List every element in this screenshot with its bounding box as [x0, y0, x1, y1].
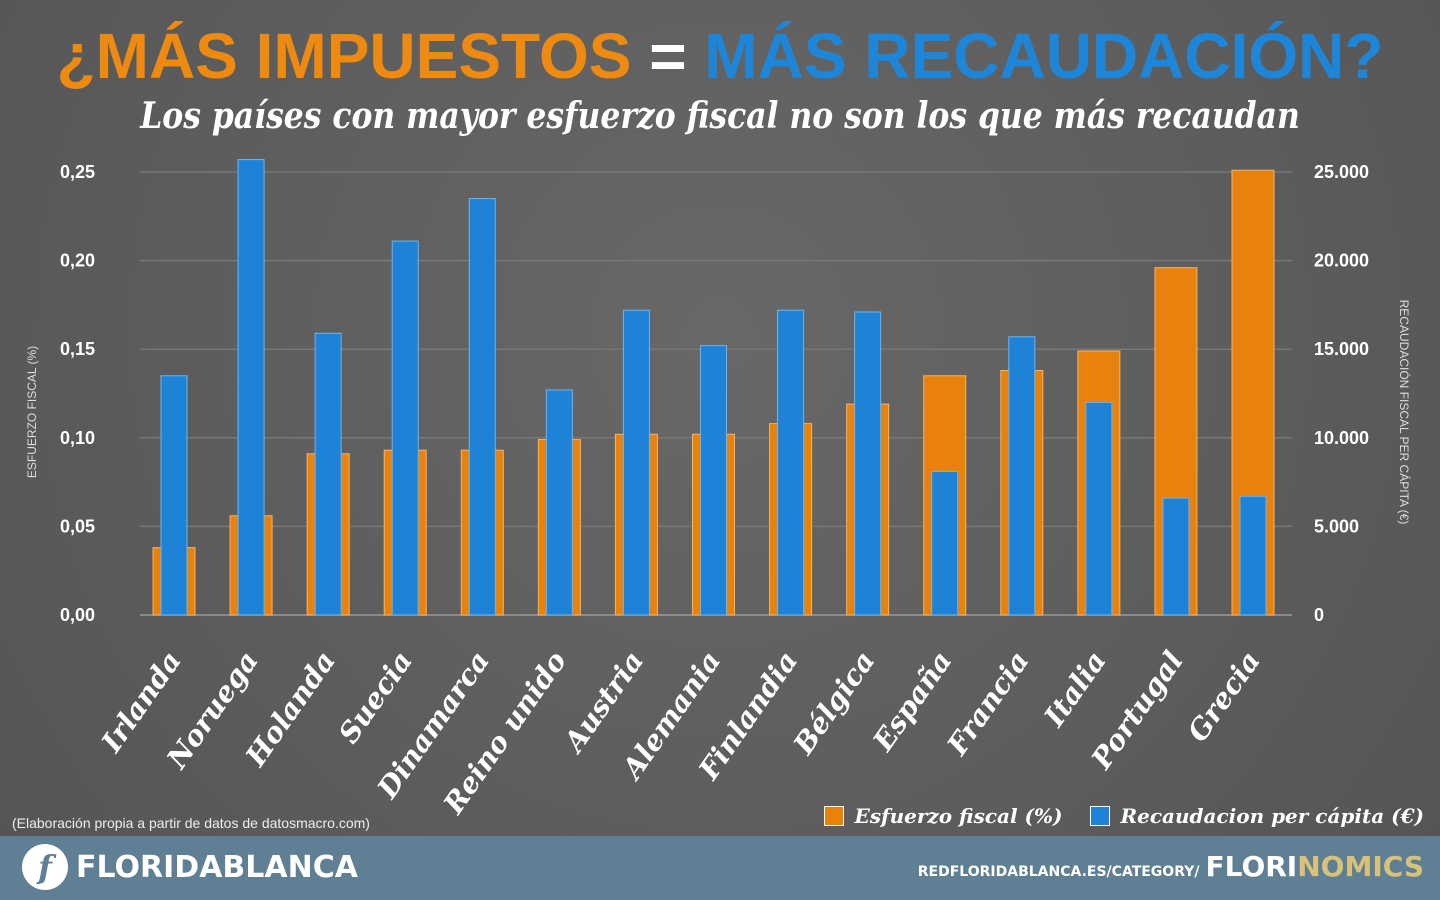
bar-recaudacion-3 [391, 240, 419, 616]
title-part1: ¿MÁS IMPUESTOS [56, 20, 632, 92]
y-tick-label: 0,25 [60, 162, 95, 182]
bar-recaudacion-10 [931, 470, 959, 616]
bar-recaudacion-4 [468, 198, 496, 616]
y-tick-label: 0,20 [60, 251, 95, 271]
y-tick-label: 0,05 [60, 516, 95, 536]
florinomics-part2: NOMICS [1297, 850, 1424, 883]
y2-tick-label: 25.000 [1314, 162, 1369, 182]
y2-axis-label: RECAUDACIÓN FISCAL PER CÁPITA (€) [1397, 300, 1412, 525]
bar-recaudacion-11 [1008, 336, 1036, 616]
x-tick-label: Grecia [1181, 645, 1267, 748]
bar-recaudacion-0 [160, 375, 188, 616]
y2-tick-label: 20.000 [1314, 251, 1369, 271]
legend-swatch-orange [824, 806, 845, 826]
y2-tick-label: 15.000 [1314, 339, 1369, 359]
floridablanca-logo-icon: f [22, 844, 68, 890]
bar-recaudacion-5 [545, 389, 573, 616]
bar-recaudacion-1 [237, 159, 265, 616]
y2-tick-label: 0 [1314, 605, 1324, 625]
florinomics-part1: FLORI [1205, 850, 1298, 883]
y-tick-label: 0,10 [60, 428, 95, 448]
footer-link[interactable]: REDFLORIDABLANCA.ES/CATEGORY/ FLORI NOMI… [918, 850, 1424, 883]
bar-recaudacion-12 [1085, 401, 1113, 616]
legend-item-recaudacion: Recaudacion per cápita (€) [1090, 804, 1424, 828]
legend: Esfuerzo fiscal (%) Recaudacion per cápi… [824, 804, 1424, 828]
bar-recaudacion-9 [854, 311, 882, 616]
y2-tick-label: 5.000 [1314, 516, 1359, 536]
bar-recaudacion-2 [314, 332, 342, 616]
bar-recaudacion-8 [777, 309, 805, 616]
brand-name: FLORIDABLANCA [76, 849, 358, 885]
title-equals: = [649, 20, 687, 92]
bar-chart: 0,00 0,05 0,10 0,15 0,20 0,25 0 5.000 10.000 15.0… [25, 159, 1412, 821]
source-note: (Elaboración propia a partir de datos de… [12, 815, 370, 831]
bar-recaudacion-7 [700, 345, 727, 616]
y2-tick-label: 10.000 [1314, 428, 1369, 448]
legend-swatch-blue [1090, 806, 1111, 826]
x-tick-label: Italia [1037, 645, 1113, 733]
title-part2: MÁS RECAUDACIÓN? [704, 20, 1384, 92]
legend-item-esfuerzo: Esfuerzo fiscal (%) [824, 804, 1062, 828]
footer: f FLORIDABLANCA REDFLORIDABLANCA.ES/CATE… [0, 836, 1440, 900]
footer-url: REDFLORIDABLANCA.ES/CATEGORY/ [917, 864, 1200, 880]
y-tick-label: 0,15 [60, 339, 95, 359]
bar-recaudacion-14 [1239, 495, 1267, 616]
floridablanca-logo[interactable]: f FLORIDABLANCA [22, 844, 358, 890]
legend-label: Recaudacion per cápita (€) [1120, 804, 1424, 828]
page-title: ¿MÁS IMPUESTOS = MÁS RECAUDACIÓN? [57, 20, 1384, 92]
legend-label: Esfuerzo fiscal (%) [854, 804, 1063, 828]
bar-recaudacion-6 [622, 309, 650, 616]
y-tick-label: 0,00 [60, 605, 95, 625]
bar-recaudacion-13 [1162, 497, 1190, 616]
y-axis-label: ESFUERZO FISCAL (%) [25, 346, 39, 478]
subtitle: Los países con mayor esfuerzo fiscal no … [140, 95, 1300, 137]
